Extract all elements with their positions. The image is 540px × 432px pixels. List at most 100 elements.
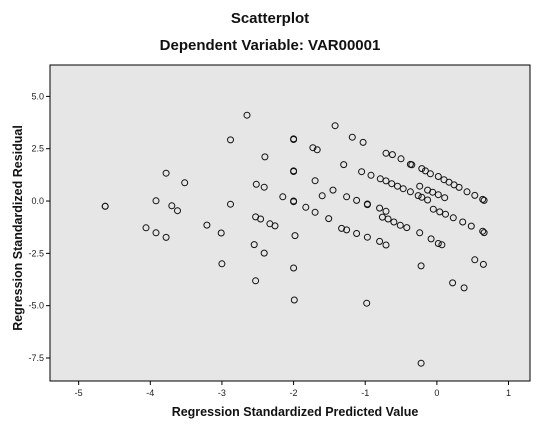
y-tick-label: -7.5	[28, 353, 44, 363]
scatter-point	[309, 144, 317, 152]
scatter-point	[438, 241, 446, 249]
scatter-point	[367, 171, 375, 179]
scatter-point	[376, 204, 384, 212]
y-tick-label: 2.5	[31, 144, 44, 154]
scatter-point	[363, 233, 371, 241]
scatter-point	[424, 196, 432, 204]
scatter-point	[434, 191, 442, 199]
scatter-point	[313, 146, 321, 154]
scatter-point	[471, 191, 479, 199]
scatter-point	[382, 149, 390, 157]
scatter-point	[403, 224, 411, 232]
scatter-point	[467, 222, 475, 230]
scatter-point	[348, 133, 356, 141]
scatter-point	[421, 167, 429, 175]
scatter-point	[343, 193, 351, 201]
scatter-point	[396, 221, 404, 229]
x-tick-label: 1	[506, 388, 511, 398]
scatter-point	[203, 221, 211, 229]
scatter-point	[358, 168, 366, 176]
x-tick-label: 0	[434, 388, 439, 398]
scatter-point	[279, 193, 287, 201]
x-axis-label: Regression Standardized Predicted Value	[172, 405, 419, 419]
scatter-point	[325, 215, 333, 223]
y-tick-label: 0.0	[31, 196, 44, 206]
scatter-point	[436, 208, 444, 216]
scatter-point	[227, 200, 234, 208]
scatter-point	[442, 210, 449, 218]
scatter-point	[250, 241, 258, 249]
scatter-point	[343, 226, 351, 234]
x-tick-label: -1	[361, 388, 369, 398]
scatter-point	[260, 249, 268, 257]
scatter-point	[408, 161, 416, 169]
scatter-point	[397, 155, 405, 163]
scatter-point	[252, 277, 260, 285]
scatter-point	[162, 169, 170, 177]
scatter-point	[388, 151, 396, 159]
scatter-point	[382, 177, 390, 185]
scatter-point	[416, 182, 424, 190]
scatter-point	[227, 136, 234, 144]
scatter-point	[460, 284, 468, 292]
scatter-point	[243, 111, 251, 119]
scatter-point	[290, 136, 298, 143]
scatter-point	[441, 194, 449, 202]
chart-subtitle: Dependent Variable: VAR00001	[160, 37, 381, 54]
scatter-point	[479, 227, 487, 235]
scatter-point	[142, 224, 150, 232]
scatter-point	[363, 201, 371, 209]
plot-area	[49, 64, 531, 382]
scatter-point	[459, 218, 467, 226]
y-tick-label: -5.0	[28, 301, 44, 311]
y-tick-label: 5.0	[31, 91, 44, 101]
scatter-point	[480, 229, 488, 237]
x-tick-label: -2	[290, 388, 298, 398]
scatter-point	[426, 170, 434, 178]
scatter-point	[417, 262, 425, 270]
scatter-point	[353, 196, 361, 204]
scatter-point	[384, 215, 392, 223]
scatter-point	[434, 240, 442, 247]
scatter-point	[417, 359, 425, 367]
scatter-point	[449, 214, 457, 222]
scatter-point	[152, 197, 160, 205]
scatter-point	[388, 180, 396, 188]
scatter-point	[290, 198, 298, 206]
y-axis-label: Regression Standardized Residual	[11, 125, 25, 331]
scatter-points	[101, 111, 488, 367]
scatter-point	[463, 188, 471, 196]
scatter-point	[329, 186, 337, 194]
scatter-point	[418, 165, 426, 173]
x-tick-label: -3	[218, 388, 226, 398]
scatter-point	[261, 153, 269, 161]
scatter-point	[174, 207, 181, 215]
chart-title: Scatterplot	[231, 10, 309, 27]
scatter-point	[291, 232, 299, 240]
scatter-point	[252, 180, 260, 188]
scatter-point	[162, 233, 170, 241]
scatter-point	[399, 185, 407, 193]
scatter-point	[257, 215, 265, 223]
scatter-point	[353, 230, 361, 237]
y-tick-label: -2.5	[28, 248, 44, 258]
scatter-point	[416, 229, 424, 237]
scatter-point	[427, 235, 435, 243]
scatter-point	[455, 183, 463, 191]
scatter-point	[382, 207, 390, 215]
x-tick-label: -5	[75, 388, 83, 398]
scatter-point	[429, 188, 437, 196]
scatter-point	[152, 229, 160, 237]
scatter-point	[390, 218, 398, 226]
scatter-point	[479, 195, 487, 203]
scatter-point	[418, 193, 426, 201]
scatter-point	[260, 183, 268, 191]
scatter-point	[394, 182, 401, 190]
scatter-point	[101, 202, 109, 210]
scatter-point	[376, 237, 384, 245]
scatter-point	[429, 205, 437, 213]
scatter-point	[217, 229, 225, 237]
scatter-point	[311, 177, 319, 185]
scatter-point	[406, 188, 414, 196]
scatter-point	[363, 299, 371, 307]
